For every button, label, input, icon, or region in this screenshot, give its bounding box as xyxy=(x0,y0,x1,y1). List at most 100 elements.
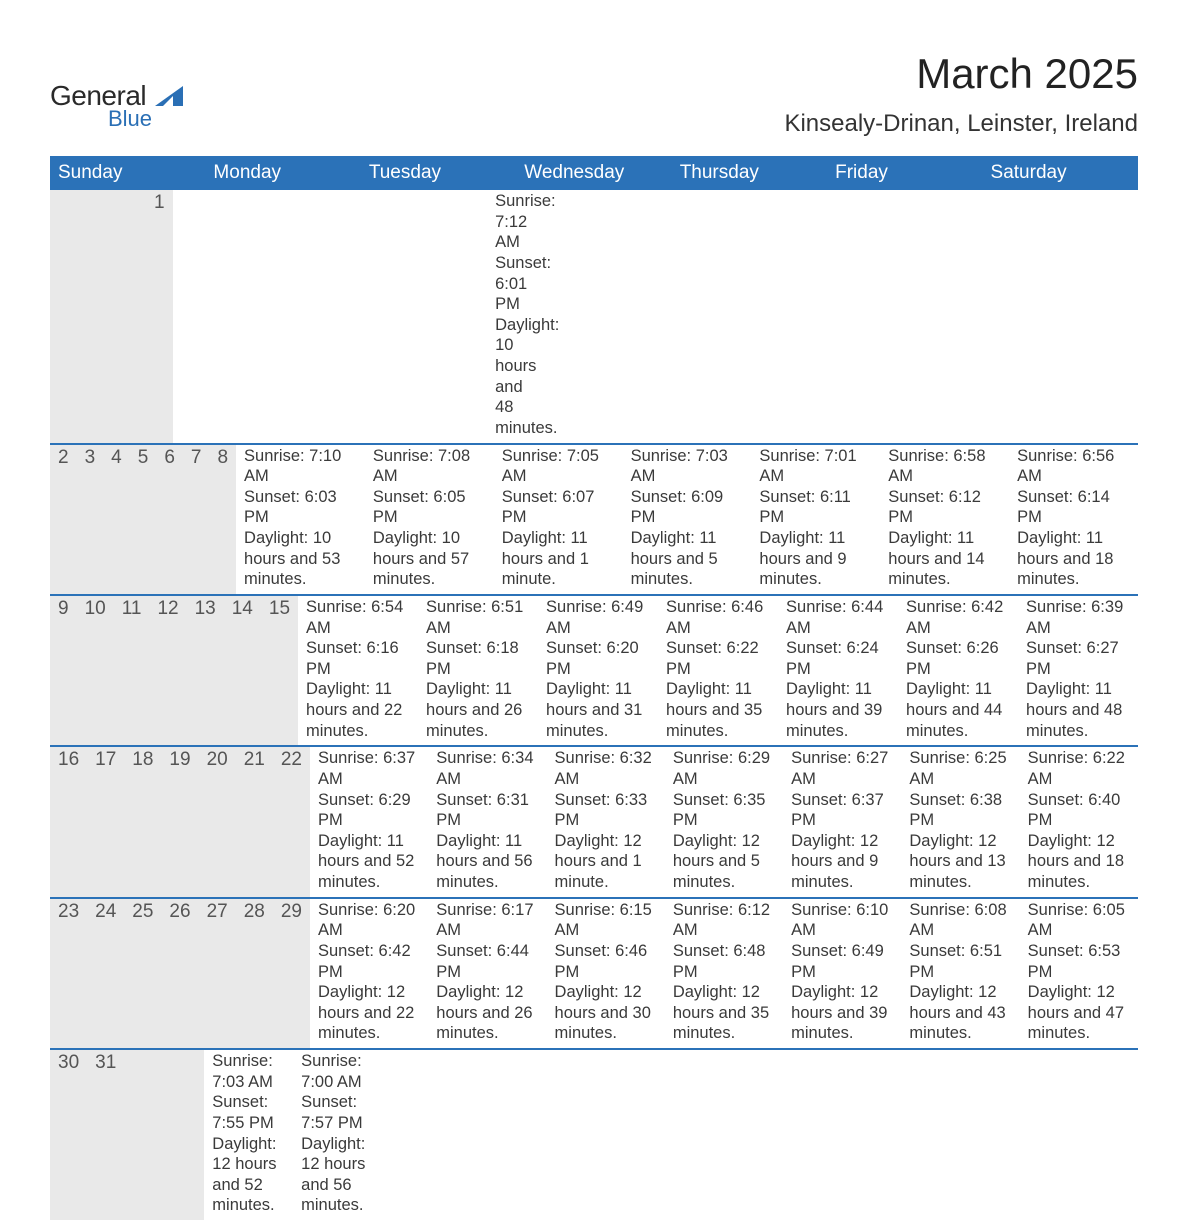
day-cell: Sunrise: 6:20 AMSunset: 6:42 PMDaylight:… xyxy=(310,899,428,1048)
daylight-line: Daylight: 12 hours and 1 minute. xyxy=(555,831,657,893)
day-cell xyxy=(471,1050,560,1220)
day-cell: Sunrise: 6:08 AMSunset: 6:51 PMDaylight:… xyxy=(901,899,1019,1048)
day-number: 17 xyxy=(87,747,124,896)
sunrise-line: Sunrise: 6:12 AM xyxy=(673,900,775,941)
daylight-line: Daylight: 11 hours and 48 minutes. xyxy=(1026,679,1130,741)
day-cell: Sunrise: 7:03 AMSunset: 7:55 PMDaylight:… xyxy=(204,1050,293,1220)
weekday-sunday: Sunday xyxy=(50,156,205,190)
daylight-line: Daylight: 12 hours and 30 minutes. xyxy=(555,982,657,1044)
page-title: March 2025 xyxy=(784,50,1138,98)
sunset-line: Sunset: 6:07 PM xyxy=(502,487,615,528)
daylight-line: Daylight: 10 hours and 48 minutes. xyxy=(495,315,531,439)
sunset-line: Sunset: 6:51 PM xyxy=(909,941,1011,982)
sunrise-line: Sunrise: 6:20 AM xyxy=(318,900,420,941)
sunset-line: Sunset: 7:57 PM xyxy=(301,1092,374,1133)
day-cell: Sunrise: 6:42 AMSunset: 6:26 PMDaylight:… xyxy=(898,596,1018,745)
daylight-line: Daylight: 11 hours and 1 minute. xyxy=(502,528,615,590)
sunrise-line: Sunrise: 6:46 AM xyxy=(666,597,770,638)
daylight-line: Daylight: 12 hours and 5 minutes. xyxy=(673,831,775,893)
day-cell xyxy=(330,190,382,443)
sunrise-line: Sunrise: 6:05 AM xyxy=(1028,900,1130,941)
day-cell: Sunrise: 6:27 AMSunset: 6:37 PMDaylight:… xyxy=(783,747,901,896)
day-cell: Sunrise: 7:00 AMSunset: 7:57 PMDaylight:… xyxy=(293,1050,382,1220)
daylight-line: Daylight: 11 hours and 18 minutes. xyxy=(1017,528,1130,590)
day-number: 1 xyxy=(146,190,173,443)
daynum-bar: 3031 xyxy=(50,1050,204,1220)
week-row: 3031Sunrise: 7:03 AMSunset: 7:55 PMDayli… xyxy=(50,1048,1138,1220)
sunrise-line: Sunrise: 6:42 AM xyxy=(906,597,1010,638)
sunset-line: Sunset: 6:24 PM xyxy=(786,638,890,679)
daylight-line: Daylight: 11 hours and 56 minutes. xyxy=(436,831,538,893)
calendar: SundayMondayTuesdayWednesdayThursdayFrid… xyxy=(50,156,1138,1220)
sunrise-line: Sunrise: 6:10 AM xyxy=(791,900,893,941)
daylight-line: Daylight: 11 hours and 39 minutes. xyxy=(786,679,890,741)
day-number: 24 xyxy=(87,899,124,1048)
day-number: 12 xyxy=(149,596,186,745)
day-cell xyxy=(173,190,225,443)
day-number: 27 xyxy=(199,899,236,1048)
daylight-line: Daylight: 11 hours and 31 minutes. xyxy=(546,679,650,741)
day-number: 8 xyxy=(209,445,236,594)
day-cell: Sunrise: 6:10 AMSunset: 6:49 PMDaylight:… xyxy=(783,899,901,1048)
sunrise-line: Sunrise: 6:27 AM xyxy=(791,748,893,789)
daynum-bar: 16171819202122 xyxy=(50,747,310,896)
weekday-header-row: SundayMondayTuesdayWednesdayThursdayFrid… xyxy=(50,156,1138,190)
day-number: 20 xyxy=(199,747,236,896)
sunset-line: Sunset: 6:31 PM xyxy=(436,790,538,831)
location: Kinsealy-Drinan, Leinster, Ireland xyxy=(784,110,1138,138)
daynum-bar: 9101112131415 xyxy=(50,596,298,745)
day-number: 9 xyxy=(50,596,77,745)
sunrise-line: Sunrise: 6:44 AM xyxy=(786,597,890,638)
daynum-bar: 23242526272829 xyxy=(50,899,310,1048)
sunset-line: Sunset: 6:11 PM xyxy=(759,487,872,528)
day-cell: Sunrise: 6:37 AMSunset: 6:29 PMDaylight:… xyxy=(310,747,428,896)
day-number: 3 xyxy=(77,445,104,594)
day-cell: Sunrise: 6:49 AMSunset: 6:20 PMDaylight:… xyxy=(538,596,658,745)
sunrise-line: Sunrise: 7:03 AM xyxy=(631,446,744,487)
day-cell: Sunrise: 6:51 AMSunset: 6:18 PMDaylight:… xyxy=(418,596,538,745)
sunset-line: Sunset: 6:26 PM xyxy=(906,638,1010,679)
daylight-line: Daylight: 12 hours and 35 minutes. xyxy=(673,982,775,1044)
day-number: 13 xyxy=(187,596,224,745)
daynum-bar: 2345678 xyxy=(50,445,236,594)
day-number: 29 xyxy=(273,899,310,1048)
sunrise-line: Sunrise: 6:29 AM xyxy=(673,748,775,789)
daylight-line: Daylight: 12 hours and 43 minutes. xyxy=(909,982,1011,1044)
sunset-line: Sunset: 6:37 PM xyxy=(791,790,893,831)
day-number xyxy=(124,1050,140,1220)
day-cell: Sunrise: 6:56 AMSunset: 6:14 PMDaylight:… xyxy=(1009,445,1138,594)
daylight-line: Daylight: 11 hours and 5 minutes. xyxy=(631,528,744,590)
daylight-line: Daylight: 12 hours and 47 minutes. xyxy=(1028,982,1130,1044)
week-row: 9101112131415Sunrise: 6:54 AMSunset: 6:1… xyxy=(50,594,1138,745)
daylight-line: Daylight: 12 hours and 56 minutes. xyxy=(301,1134,374,1217)
week-row: 16171819202122Sunrise: 6:37 AMSunset: 6:… xyxy=(50,745,1138,896)
day-number xyxy=(188,1050,204,1220)
sunset-line: Sunset: 6:40 PM xyxy=(1028,790,1130,831)
sunset-line: Sunset: 6:49 PM xyxy=(791,941,893,982)
sunrise-line: Sunrise: 6:08 AM xyxy=(909,900,1011,941)
day-cell: Sunrise: 6:46 AMSunset: 6:22 PMDaylight:… xyxy=(658,596,778,745)
day-cell: Sunrise: 6:54 AMSunset: 6:16 PMDaylight:… xyxy=(298,596,418,745)
day-number: 16 xyxy=(50,747,87,896)
day-cell: Sunrise: 7:03 AMSunset: 6:09 PMDaylight:… xyxy=(623,445,752,594)
sunrise-line: Sunrise: 7:01 AM xyxy=(759,446,872,487)
day-cell xyxy=(737,1050,826,1220)
day-number xyxy=(50,190,66,443)
daylight-line: Daylight: 12 hours and 39 minutes. xyxy=(791,982,893,1044)
daylight-line: Daylight: 10 hours and 53 minutes. xyxy=(244,528,357,590)
day-cell xyxy=(649,1050,738,1220)
day-number: 5 xyxy=(130,445,157,594)
day-cell: Sunrise: 6:17 AMSunset: 6:44 PMDaylight:… xyxy=(428,899,546,1048)
sunrise-line: Sunrise: 7:05 AM xyxy=(502,446,615,487)
day-number: 28 xyxy=(236,899,273,1048)
day-number xyxy=(130,190,146,443)
sunset-line: Sunset: 6:12 PM xyxy=(888,487,1001,528)
day-number: 22 xyxy=(273,747,310,896)
day-number: 21 xyxy=(236,747,273,896)
daylight-line: Daylight: 11 hours and 22 minutes. xyxy=(306,679,410,741)
daylight-line: Daylight: 11 hours and 26 minutes. xyxy=(426,679,530,741)
sunset-line: Sunset: 6:18 PM xyxy=(426,638,530,679)
day-cell: Sunrise: 6:58 AMSunset: 6:12 PMDaylight:… xyxy=(880,445,1009,594)
daylight-line: Daylight: 12 hours and 9 minutes. xyxy=(791,831,893,893)
sunrise-line: Sunrise: 6:17 AM xyxy=(436,900,538,941)
